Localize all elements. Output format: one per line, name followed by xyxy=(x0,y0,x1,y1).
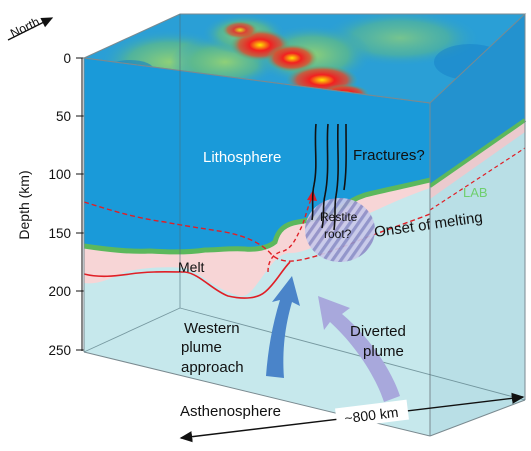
depth-tick-0: 0 xyxy=(63,51,71,66)
restite-label-line1: Restite xyxy=(320,210,358,224)
lab-boundary-line xyxy=(83,177,431,255)
width-dimension: ~800 km xyxy=(179,392,525,443)
north-label: North xyxy=(8,15,42,41)
depth-tick-100: 100 xyxy=(48,167,71,182)
lithosphere-label: Lithosphere xyxy=(203,149,281,166)
diverted-plume-arrow xyxy=(318,296,400,402)
depth-tick-200: 200 xyxy=(48,284,71,299)
western-plume-label-line3: approach xyxy=(181,359,244,376)
asthenosphere-label: Asthenosphere xyxy=(180,403,281,420)
lab-label: LAB xyxy=(463,185,488,200)
diverted-plume-label-line1: Diverted xyxy=(350,323,406,340)
depth-axis: 0 50 100 150 200 250 Depth (km) xyxy=(16,51,84,358)
width-label: ~800 km xyxy=(344,404,400,426)
melt-base-line xyxy=(83,261,291,299)
western-plume-arrow xyxy=(266,276,300,378)
depth-tick-150: 150 xyxy=(48,226,71,241)
fractures xyxy=(311,123,347,231)
restite-label-line2: root? xyxy=(324,227,352,241)
depth-tick-50: 50 xyxy=(56,109,71,124)
melt-label: Melt xyxy=(178,259,205,275)
block-outline xyxy=(82,13,527,437)
depth-tick-250: 250 xyxy=(48,343,71,358)
block-side-face xyxy=(428,14,527,436)
diverted-plume-label-line2: plume xyxy=(363,343,404,360)
western-plume-label-line1: Western xyxy=(184,320,240,337)
western-plume-label-line2: plume xyxy=(181,339,222,356)
north-compass: North xyxy=(7,15,54,41)
restite-root xyxy=(305,198,375,262)
hidden-back-edges xyxy=(83,14,526,401)
topography-surface xyxy=(84,14,525,103)
depth-axis-label: Depth (km) xyxy=(16,170,32,239)
fractures-label: Fractures? xyxy=(353,147,425,164)
